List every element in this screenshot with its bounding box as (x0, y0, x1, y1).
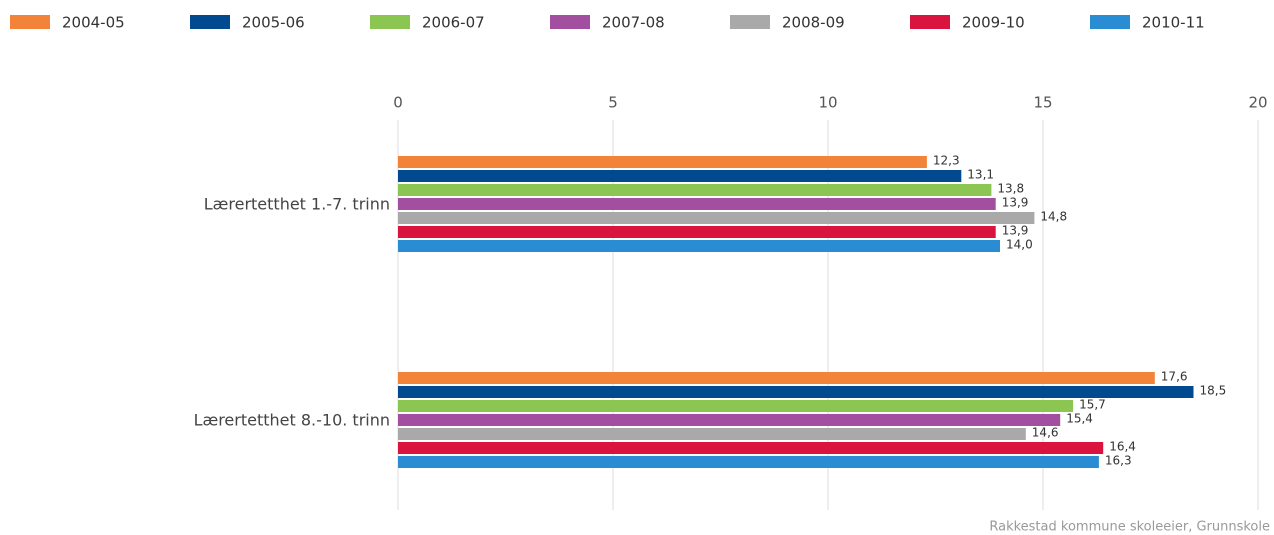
legend-swatch (190, 15, 230, 29)
bar (398, 386, 1194, 398)
legend-label: 2009-10 (962, 14, 1025, 32)
value-label: 14,0 (1006, 238, 1033, 252)
value-label: 16,4 (1109, 440, 1136, 454)
value-label: 13,9 (1002, 224, 1029, 238)
bar (398, 240, 1000, 252)
y-tick-label: Lærertetthet 8.-10. trinn (194, 411, 390, 430)
x-tick-label: 10 (818, 94, 837, 112)
legend-swatch (550, 15, 590, 29)
legend-swatch (370, 15, 410, 29)
source: Rakkestad kommune skoleeier, Grunnskole (989, 520, 1270, 535)
x-tick-label: 5 (608, 94, 618, 112)
value-label: 17,6 (1161, 370, 1188, 384)
bar (398, 170, 962, 182)
legend-label: 2008-09 (782, 14, 845, 32)
value-label: 15,7 (1079, 398, 1106, 412)
x-tick-label: 20 (1248, 94, 1267, 112)
legend-swatch (910, 15, 950, 29)
value-label: 18,5 (1200, 384, 1227, 398)
y-tick-label: Lærertetthet 1.-7. trinn (204, 195, 390, 214)
legend-label: 2005-06 (242, 14, 305, 32)
value-label: 13,1 (967, 168, 994, 182)
bar (398, 414, 1061, 426)
value-label: 14,8 (1040, 210, 1067, 224)
bar (398, 198, 996, 210)
x-tick-label: 15 (1033, 94, 1052, 112)
bar (398, 212, 1035, 224)
legend-label: 2007-08 (602, 14, 665, 32)
bar (398, 442, 1104, 454)
bar (398, 456, 1099, 468)
legend-swatch (1090, 15, 1130, 29)
value-label: 13,9 (1002, 196, 1029, 210)
legend-label: 2010-11 (1142, 14, 1205, 32)
legend-swatch (730, 15, 770, 29)
value-label: 14,6 (1032, 426, 1059, 440)
bar (398, 184, 992, 196)
bar (398, 428, 1026, 440)
bar (398, 400, 1074, 412)
bar (398, 156, 927, 168)
value-label: 16,3 (1105, 454, 1132, 468)
bar (398, 226, 996, 238)
legend-label: 2006-07 (422, 14, 485, 32)
value-label: 15,4 (1066, 412, 1093, 426)
legend-swatch (10, 15, 50, 29)
value-label: 12,3 (933, 154, 960, 168)
value-label: 13,8 (997, 182, 1024, 196)
legend-label: 2004-05 (62, 14, 125, 32)
x-tick-label: 0 (393, 94, 403, 112)
bar (398, 372, 1155, 384)
